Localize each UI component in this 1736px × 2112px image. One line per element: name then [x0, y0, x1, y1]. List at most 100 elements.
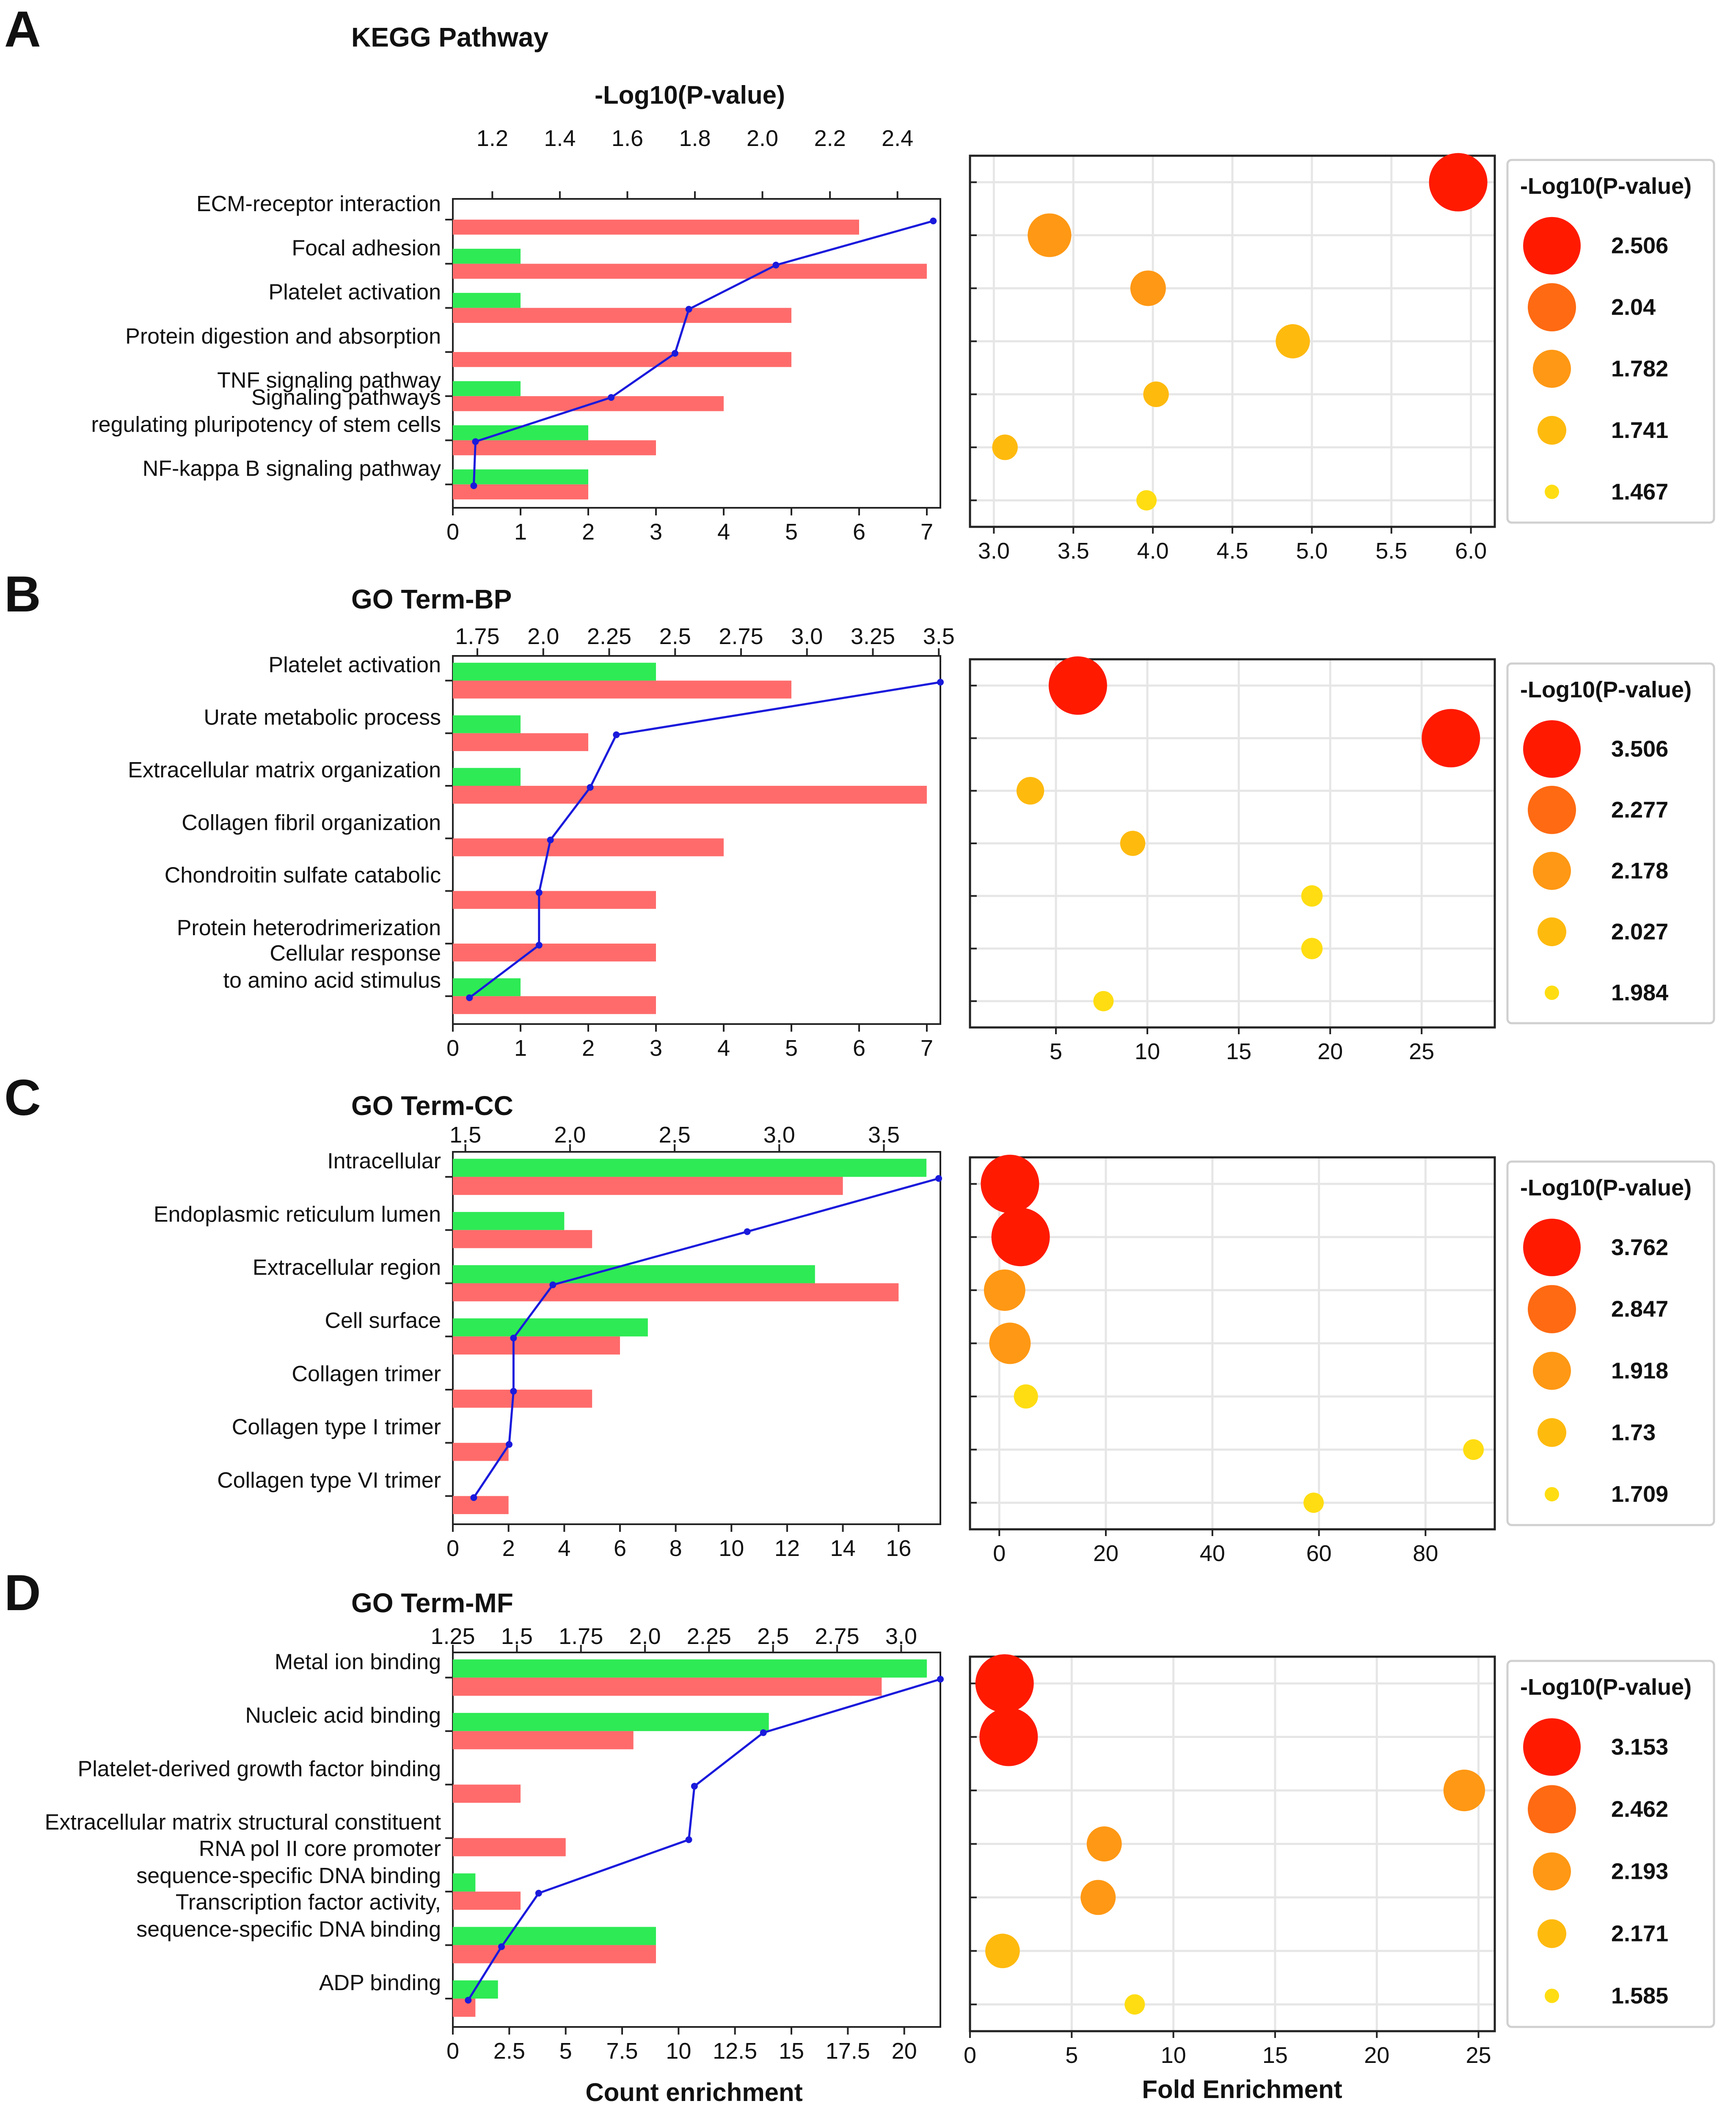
top-x-tick-label: 2.5 — [659, 1122, 691, 1148]
bubble — [991, 1208, 1050, 1267]
bubble — [1120, 831, 1146, 856]
pvalue-line-point — [472, 438, 479, 445]
top-x-tick-label: 3.0 — [885, 1624, 917, 1649]
legend-value: 1.741 — [1611, 418, 1668, 443]
pvalue-line-point — [937, 1676, 944, 1683]
legend-bubble — [1545, 986, 1559, 1000]
bar-x-tick-label: 6 — [614, 1536, 626, 1561]
category-label: Extracellular region — [253, 1256, 441, 1280]
legend-bubble — [1533, 852, 1571, 890]
green-bar — [453, 768, 521, 786]
bar-x-tick-label: 5 — [785, 1035, 798, 1061]
category-label: Collagen fibril organization — [182, 810, 441, 835]
legend-bubble — [1523, 1218, 1581, 1276]
top-x-tick-label: 2.5 — [757, 1624, 789, 1649]
bubble-plot-frame — [969, 658, 1496, 1029]
pvalue-line-point — [510, 1388, 517, 1395]
bar-x-tick-label: 0 — [446, 519, 459, 545]
pvalue-line-point — [470, 1494, 477, 1501]
category-label: Urate metabolic process — [204, 705, 441, 730]
top-x-tick-label: 2.0 — [629, 1624, 661, 1649]
red-bar — [453, 1283, 899, 1302]
category-label: Transcription factor activity, — [176, 1890, 441, 1915]
category-label: to amino acid stimulus — [223, 968, 441, 993]
bubble-x-tick-label: 20 — [1093, 1541, 1119, 1566]
bubble — [1301, 885, 1323, 907]
legend-bubble — [1538, 1418, 1566, 1447]
legend-bubble — [1533, 1852, 1571, 1891]
top-x-tick-label: 1.5 — [449, 1122, 481, 1148]
bar-x-tick-label: 2 — [502, 1536, 515, 1561]
top-x-tick-label: 1.75 — [559, 1624, 603, 1649]
panel-title: GO Term-CC — [351, 1090, 513, 1121]
legend-value: 3.762 — [1611, 1235, 1668, 1260]
panel-c: C GO Term-CC 0 2 4 6 8 10 12 14 16 1.5 2.0 2.5 3.0 3.5 I… — [4, 1069, 1715, 1566]
bar-x-tick-label: 0 — [446, 1536, 459, 1561]
red-bar — [453, 1998, 476, 2017]
category-label: Platelet activation — [268, 280, 441, 305]
legend-title: -Log10(P-value) — [1520, 677, 1692, 702]
category-label: sequence-specific DNA binding — [136, 1864, 441, 1888]
legend-value: 1.585 — [1611, 1983, 1668, 2009]
bar-x-tick-label: 7.5 — [606, 2038, 638, 2064]
top-x-tick-label: 1.4 — [544, 126, 576, 151]
top-x-tick-label: 2.0 — [747, 126, 778, 151]
red-bar — [453, 1731, 634, 1749]
bar-x-tick-label: 6 — [853, 1035, 865, 1061]
bubble-x-tick-label: 25 — [1409, 1039, 1434, 1064]
legend-bubble — [1528, 1785, 1576, 1834]
top-x-tick-label: 2.25 — [687, 1624, 731, 1649]
legend-bubble — [1528, 283, 1576, 332]
category-label: regulating pluripotency of stem cells — [91, 412, 441, 437]
legend-bubble — [1523, 720, 1581, 778]
bar-x-tick-label: 4 — [558, 1536, 570, 1561]
legend-bubble — [1523, 1718, 1581, 1776]
red-bar — [453, 785, 927, 804]
red-bar — [453, 943, 656, 962]
top-x-tick-label: 2.75 — [815, 1624, 859, 1649]
legend-value: 2.04 — [1611, 295, 1656, 320]
bar-x-tick-label: 2 — [582, 1035, 595, 1061]
bubble — [992, 434, 1018, 460]
bubble — [1086, 1826, 1122, 1861]
legend-value: 1.984 — [1611, 980, 1668, 1005]
panel-a: A KEGG Pathway -Log10(P-value) 0 1 2 3 4 5 6 7 1.2 1… — [4, 1, 1715, 564]
top-x-tick-label: 1.25 — [430, 1624, 475, 1649]
category-label: Protein digestion and absorption — [125, 324, 441, 349]
legend-value: 3.506 — [1611, 736, 1668, 762]
bar-x-tick-label: 14 — [830, 1536, 856, 1561]
bar-x-tick-label: 0 — [446, 1035, 459, 1061]
green-bar — [453, 293, 521, 308]
pvalue-line-point — [535, 889, 543, 896]
bar-x-tick-label: 10 — [719, 1536, 744, 1561]
bar-x-tick-label: 12 — [774, 1536, 800, 1561]
category-label: Endoplasmic reticulum lumen — [154, 1202, 441, 1227]
top-x-tick-label: 2.5 — [659, 624, 691, 649]
legend-title: -Log10(P-value) — [1520, 173, 1692, 199]
bubble — [975, 1654, 1034, 1713]
red-bar — [453, 396, 724, 411]
red-bar — [453, 1177, 843, 1195]
red-bar — [453, 680, 791, 699]
pvalue-line-point — [587, 784, 594, 791]
bubble — [1048, 656, 1107, 715]
category-label: Collagen trimer — [292, 1362, 441, 1386]
red-bar — [453, 308, 791, 323]
top-x-tick-label: 1.2 — [477, 126, 508, 151]
green-bar — [453, 1873, 476, 1892]
green-bar — [453, 381, 521, 397]
bubble — [989, 1322, 1031, 1364]
legend-bubble — [1538, 416, 1566, 445]
bubble-x-tick-label: 6.0 — [1455, 538, 1487, 564]
category-label: TNF signaling pathway — [217, 368, 441, 393]
bubble — [1303, 1492, 1324, 1513]
legend-value: 2.193 — [1611, 1859, 1668, 1884]
red-bar — [453, 891, 656, 909]
pvalue-line-point — [691, 1783, 698, 1790]
bubble — [1093, 991, 1114, 1011]
bar-x-tick-label: 4 — [717, 519, 730, 545]
bubble-x-tick-label: 3.5 — [1058, 538, 1089, 564]
pvalue-line-point — [547, 837, 554, 843]
category-label: Extracellular matrix structural constitu… — [45, 1810, 441, 1835]
